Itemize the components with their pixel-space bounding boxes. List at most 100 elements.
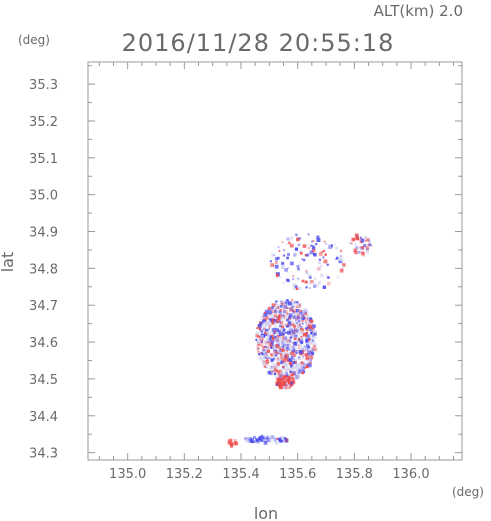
echo-cell — [271, 318, 275, 322]
echo-cell — [313, 251, 317, 255]
echo-cell — [273, 372, 277, 376]
echo-cell — [281, 351, 286, 356]
echo-cell — [277, 378, 281, 383]
echo-cell — [299, 363, 303, 367]
echo-cell — [323, 259, 328, 264]
echo-cell — [270, 358, 275, 362]
echo-cell — [268, 344, 272, 348]
echo-cell — [275, 313, 278, 316]
echo-cell — [298, 303, 302, 306]
echo-cell — [270, 345, 274, 349]
echo-cell — [274, 314, 277, 318]
echo-cell — [298, 346, 301, 350]
echo-cell — [257, 341, 260, 344]
echo-cell — [281, 348, 285, 352]
echo-cell — [307, 318, 310, 320]
echo-cell — [304, 312, 308, 316]
echo-cell — [361, 246, 365, 249]
echo-cell — [298, 263, 302, 267]
echo-cell — [294, 327, 298, 330]
y-tick-label: 34.6 — [29, 336, 58, 351]
echo-cell — [359, 246, 361, 249]
echo-cell — [318, 252, 323, 257]
echo-cell — [294, 334, 298, 338]
y-tick-label: 34.4 — [29, 410, 58, 425]
echo-cell — [339, 249, 343, 253]
echo-cell — [270, 334, 275, 339]
echo-cell — [283, 356, 288, 360]
echo-cell — [353, 248, 357, 253]
echo-cell — [318, 266, 322, 270]
echo-cell — [273, 330, 276, 333]
echo-cell — [305, 341, 308, 344]
echo-cell — [273, 327, 276, 331]
echo-cell — [311, 347, 315, 350]
echo-cell — [275, 374, 280, 379]
echo-cell — [268, 337, 273, 341]
echo-cell — [267, 370, 271, 375]
echo-cell — [279, 322, 283, 326]
echo-cell — [276, 379, 281, 383]
echo-cell — [284, 438, 289, 443]
echo-cell — [338, 259, 343, 264]
echo-cell — [285, 375, 289, 379]
echo-cell — [266, 435, 269, 438]
echo-cell — [286, 318, 289, 322]
echo-cell — [256, 347, 260, 351]
echo-cell — [277, 383, 280, 385]
echo-cell — [302, 331, 305, 333]
echo-cell — [280, 439, 283, 442]
echo-cell — [309, 287, 311, 289]
echo-cell — [268, 310, 273, 314]
echo-cell — [283, 437, 286, 440]
echo-cell — [274, 303, 277, 305]
echo-cell — [286, 310, 289, 313]
echo-cell — [311, 328, 314, 331]
echo-cell — [354, 238, 357, 240]
echo-cell — [268, 357, 271, 360]
echo-cell — [276, 370, 280, 373]
echo-cell — [316, 238, 321, 242]
echo-cell — [279, 317, 284, 322]
echo-cell — [302, 244, 307, 248]
echo-cell — [266, 437, 271, 442]
echo-cell — [313, 284, 317, 288]
x-axis-title: lon — [254, 504, 278, 521]
echo-cell — [282, 249, 285, 252]
echo-cell — [299, 347, 303, 350]
echo-cell — [354, 233, 359, 238]
echo-cell — [280, 321, 284, 325]
echo-cell — [255, 338, 258, 341]
plot-frame — [87, 61, 463, 461]
echo-cell — [277, 359, 281, 363]
echo-cell — [307, 360, 311, 364]
echo-cell — [281, 326, 284, 330]
echo-cell — [313, 332, 317, 336]
echo-cell — [277, 314, 282, 318]
echo-cell — [300, 326, 303, 329]
echo-cell — [300, 353, 303, 356]
echo-cell — [307, 350, 310, 354]
echo-cell — [342, 263, 346, 267]
echo-cell — [296, 304, 300, 308]
echo-cell — [304, 321, 307, 324]
echo-cell — [320, 250, 324, 254]
echo-cell — [261, 436, 265, 439]
x-tick-label: 136.0 — [392, 467, 429, 482]
echo-cell — [340, 268, 344, 271]
echo-cell — [287, 380, 290, 383]
echo-cell — [267, 322, 271, 326]
echo-cell — [291, 369, 293, 371]
echo-cell — [279, 385, 283, 390]
echo-cell — [366, 237, 370, 241]
echo-cell — [257, 335, 260, 338]
echo-cell — [227, 440, 232, 445]
echo-cell — [282, 361, 287, 366]
echo-cell — [290, 236, 294, 240]
echo-cell — [305, 323, 308, 326]
echo-cell — [307, 311, 309, 313]
echo-cell — [293, 345, 298, 350]
echo-cell — [322, 256, 325, 259]
echo-cell — [368, 243, 372, 247]
echo-cell — [271, 253, 275, 257]
